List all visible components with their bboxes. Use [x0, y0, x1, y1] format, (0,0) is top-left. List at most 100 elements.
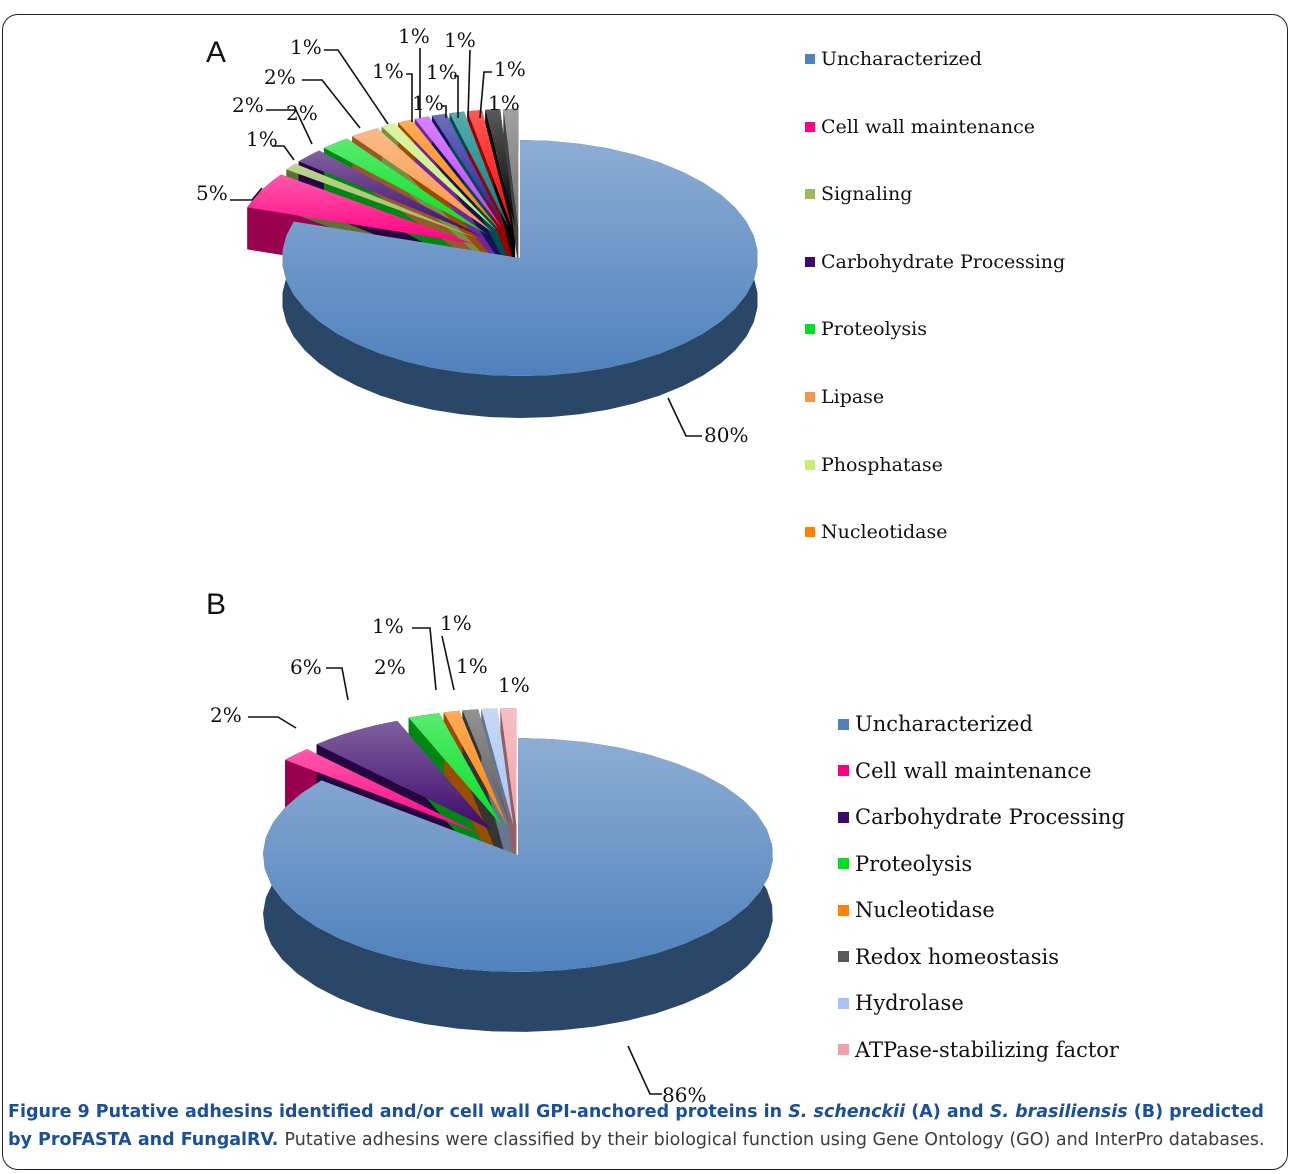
- pie-slice: [467, 110, 512, 228]
- data-label-leader: [406, 73, 413, 122]
- data-label: 1%: [412, 91, 444, 115]
- legend-item: Signaling: [805, 183, 912, 205]
- legend-label: Cell wall maintenance: [855, 758, 1092, 783]
- caption-title: Figure 9 Putative adhesins identified an…: [8, 1102, 1264, 1150]
- pie-slice: [414, 116, 503, 229]
- pie-slice: [485, 109, 516, 227]
- legend-label: Uncharacterized: [855, 712, 1033, 736]
- legend-swatch: [805, 392, 815, 402]
- legend-label: Signaling: [821, 183, 913, 206]
- legend-label: Uncharacterized: [821, 48, 982, 70]
- legend-item: Cell wall maintenance: [838, 759, 1092, 783]
- data-label-leader: [442, 105, 447, 118]
- data-label: 86%: [662, 1083, 706, 1107]
- pie-slice: [263, 738, 773, 972]
- data-label-leader: [479, 71, 492, 119]
- caption-title-part: Figure 9 Putative adhesins identified an…: [8, 1102, 789, 1122]
- data-label: 1%: [440, 611, 472, 635]
- pie-slice: [323, 138, 487, 234]
- pie-slice: [398, 119, 500, 230]
- legend-swatch: [838, 858, 849, 869]
- pie-slice-edge: [503, 109, 519, 269]
- data-label-leader: [302, 79, 361, 129]
- data-label: 1%: [456, 654, 488, 678]
- pie-slice: [408, 713, 503, 827]
- data-label-leader: [412, 627, 437, 691]
- pie-slice: [286, 163, 479, 239]
- legend-label: Proteolysis: [855, 851, 973, 876]
- data-label: 1%: [372, 59, 404, 83]
- pie-slice: [481, 708, 514, 826]
- legend-swatch: [805, 121, 815, 132]
- legend-swatch: [838, 718, 849, 730]
- legend-item: Nucleotidase: [838, 898, 995, 922]
- pie-chart-b: 86% 2% 6% 2% 1% 1% 1% 1%: [210, 611, 773, 1107]
- data-label-leader: [441, 635, 455, 691]
- legend-item: Carbohydrate Processing: [805, 251, 1065, 273]
- legend-label: Proteolysis: [821, 318, 928, 341]
- data-label: 2%: [232, 93, 264, 117]
- data-label-leader: [667, 397, 702, 437]
- pie-slice: [449, 111, 509, 228]
- legend-swatch: [838, 765, 849, 776]
- legend-swatch: [838, 1044, 849, 1055]
- pie-slice: [298, 150, 483, 237]
- legend-label: Carbohydrate Processing: [821, 250, 1066, 273]
- legend-swatch: [805, 54, 815, 64]
- legend-swatch: [838, 904, 849, 916]
- caption-title-part: S. brasiliensis: [989, 1102, 1128, 1122]
- data-label-leader: [454, 75, 459, 118]
- caption-text: Putative adhesins were classified by the…: [284, 1130, 1265, 1150]
- legend-label: Hydrolase: [855, 991, 964, 1015]
- legend-swatch: [805, 527, 815, 538]
- legend-label: Lipase: [821, 386, 885, 408]
- legend-swatch: [838, 811, 849, 823]
- legend-item: Uncharacterized: [838, 712, 1033, 736]
- data-label: 1%: [488, 91, 520, 115]
- data-label: 1%: [398, 24, 430, 48]
- legend-item: Cell wall maintenance: [805, 116, 1035, 138]
- data-label-leader: [248, 716, 297, 729]
- data-label: 2%: [264, 65, 296, 89]
- data-label: 80%: [704, 423, 748, 447]
- legend-item: ATPase-stabilizing factor: [838, 1038, 1119, 1062]
- pie-slice: [247, 174, 474, 244]
- legend-label: Nucleotidase: [855, 898, 995, 922]
- legend-label: Nucleotidase: [821, 521, 948, 544]
- data-label: 1%: [372, 614, 404, 638]
- data-label: 1%: [290, 35, 322, 59]
- legend-item: Nucleotidase: [805, 521, 947, 543]
- pie-slice: [381, 123, 497, 231]
- data-label-leader: [326, 667, 349, 701]
- legend-item: Phosphatase: [805, 454, 943, 476]
- legend-item: Redox homeostasis: [838, 945, 1059, 969]
- data-label: 1%: [498, 673, 530, 697]
- figure-frame: [2, 14, 1288, 1170]
- data-label-leader: [266, 109, 313, 145]
- legend-item: Proteolysis: [838, 852, 972, 876]
- pie-slice: [431, 113, 506, 228]
- panel-label-b: B: [206, 588, 227, 621]
- caption-title-part: (B) predicted by ProFASTA and FungalRV.: [8, 1102, 1264, 1150]
- caption-title-part: S. schenckii: [788, 1102, 906, 1122]
- legend-label: Cell wall maintenance: [821, 115, 1035, 138]
- data-label-leader: [230, 187, 263, 201]
- data-label: 1%: [494, 57, 526, 81]
- data-label: 6%: [290, 655, 322, 679]
- pie-slice: [352, 128, 493, 232]
- pie-chart-a: 80%5%1%2%2%2%1%1%1%1%1%1%1%1%: [196, 24, 758, 447]
- legend-swatch: [805, 189, 815, 200]
- legend-swatch: [838, 997, 849, 1009]
- data-label-leader: [467, 49, 471, 119]
- data-label: 1%: [426, 60, 458, 84]
- data-label: 2%: [210, 703, 242, 727]
- data-label-leader: [324, 49, 389, 125]
- data-label: 5%: [196, 181, 228, 205]
- pie-slice: [316, 720, 492, 830]
- panel-label-a: A: [206, 36, 227, 69]
- legend-swatch: [805, 459, 815, 470]
- caption-title-part: (A) and: [905, 1102, 990, 1122]
- data-label: 1%: [246, 127, 278, 151]
- legend-label: ATPase-stabilizing factor: [855, 1037, 1119, 1062]
